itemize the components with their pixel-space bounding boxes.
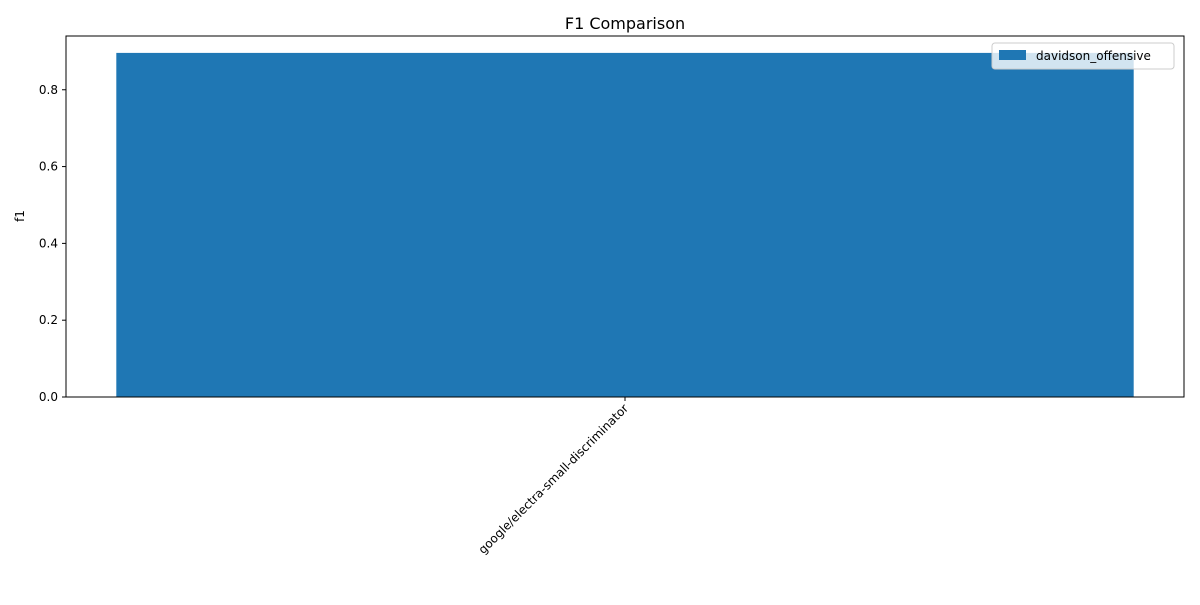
y-tick-label: 0.6	[39, 160, 58, 174]
x-tick-label: google/electra-small-discriminator	[476, 401, 632, 557]
legend: davidson_offensive	[991, 42, 1175, 70]
y-tick-label: 0.4	[39, 236, 58, 250]
y-axis-ticks: 0.0 0.2 0.4 0.6 0.8	[39, 83, 66, 404]
y-tick-label: 0.0	[39, 390, 58, 404]
bars-group	[116, 52, 1134, 397]
chart-title: F1 Comparison	[565, 14, 685, 33]
y-axis-label: f1	[13, 210, 27, 222]
y-tick-label: 0.2	[39, 313, 58, 327]
legend-box	[991, 42, 1175, 70]
legend-swatch	[999, 50, 1026, 60]
bar-davidson_offensive-0	[116, 52, 1134, 397]
legend-label: davidson_offensive	[1036, 49, 1151, 63]
x-axis-ticks: google/electra-small-discriminator	[476, 397, 632, 557]
y-tick-label: 0.8	[39, 83, 58, 97]
